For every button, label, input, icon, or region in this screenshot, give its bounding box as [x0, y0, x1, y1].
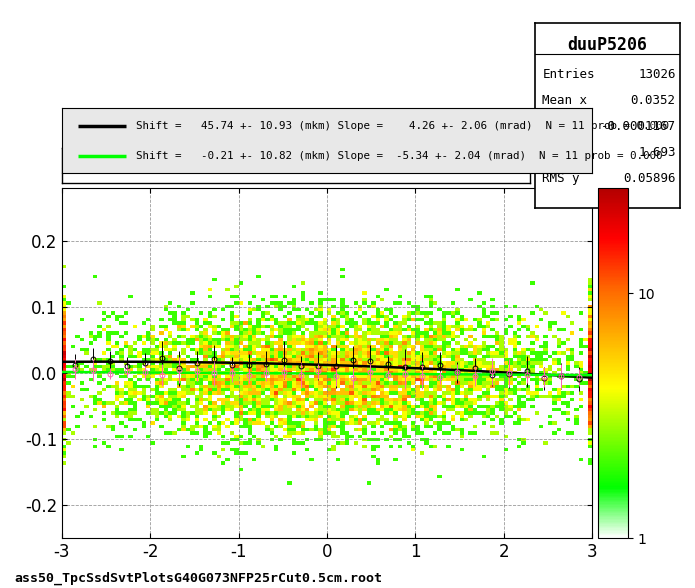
Text: 1.693: 1.693 [638, 146, 676, 159]
Text: Mean x: Mean x [542, 94, 587, 107]
Text: 13026: 13026 [638, 68, 676, 81]
Text: Shift =   -0.21 +- 10.82 (mkm) Slope =  -5.34 +- 2.04 (mrad)  N = 11 prob = 0.00: Shift = -0.21 +- 10.82 (mkm) Slope = -5.… [136, 151, 663, 161]
Text: ass50_TpcSsdSvtPlotsG40G073NFP25rCut0.5cm.root: ass50_TpcSsdSvtPlotsG40G073NFP25rCut0.5c… [14, 572, 382, 585]
Text: RMS y: RMS y [542, 172, 580, 185]
Text: 0.0352: 0.0352 [630, 94, 676, 107]
Text: 0.05896: 0.05896 [623, 172, 676, 185]
Text: -0.0001167: -0.0001167 [600, 120, 676, 133]
Text: Entries: Entries [542, 68, 595, 81]
Text: Shift =   45.74 +- 10.93 (mkm) Slope =    4.26 +- 2.06 (mrad)  N = 11 prob = 0.0: Shift = 45.74 +- 10.93 (mkm) Slope = 4.2… [136, 121, 669, 131]
Text: Mean y: Mean y [542, 120, 587, 133]
Text: <u - uP>       versus   u for Drift for barrel 3, layer 5 ladder 6, wafer 2: <u - uP> versus u for Drift for barrel 3… [72, 159, 634, 172]
Text: RMS x: RMS x [542, 146, 580, 159]
Text: duuP5206: duuP5206 [568, 36, 648, 54]
